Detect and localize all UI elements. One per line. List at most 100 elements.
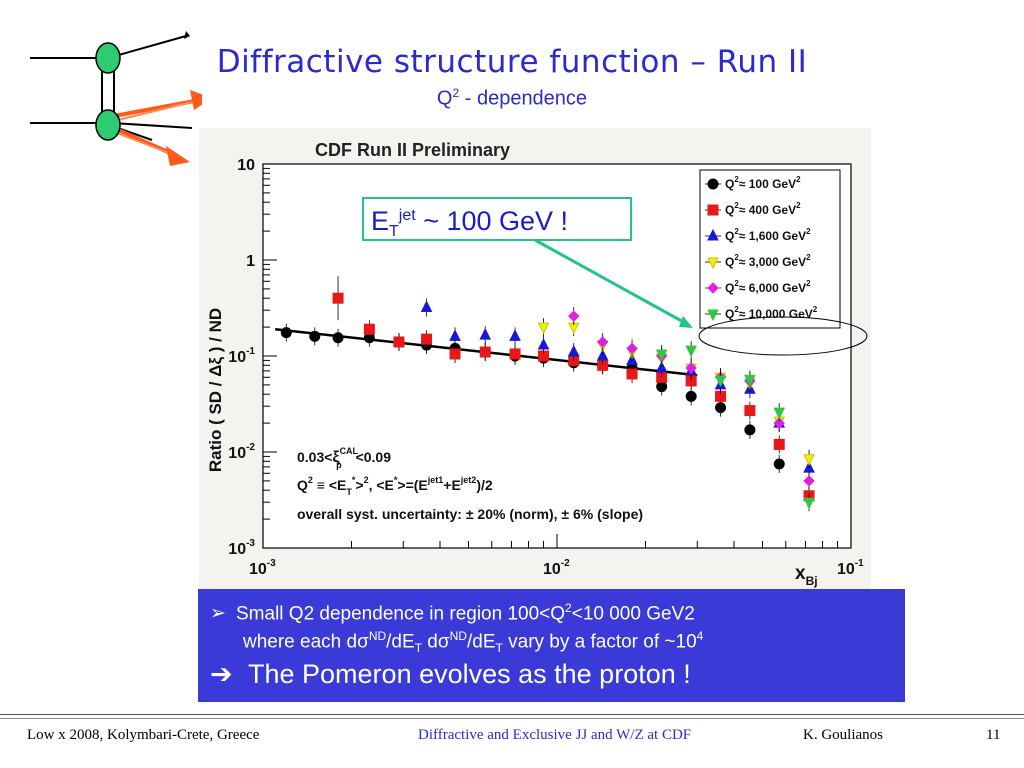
legend-marker: [707, 309, 719, 322]
footer-divider-thin: [0, 718, 1024, 719]
footer-page-number: 11: [986, 727, 1001, 743]
legend-marker: [707, 178, 719, 190]
data-point: [596, 336, 609, 348]
footer-divider: [0, 714, 1024, 715]
diagram-jet-arrow-upper: [190, 90, 202, 110]
legend-label: Q2≈ 400 GeV2: [725, 201, 801, 217]
xi-hi: <0.09: [356, 449, 392, 465]
q2-e: *: [352, 475, 356, 485]
legend-label: Q2≈ 10,000 GeV2: [725, 305, 818, 321]
diagram-jet-line-upper-b: [113, 99, 201, 122]
l2-a: where each d: [243, 631, 358, 653]
diagram-jet-line-lower-b: [113, 131, 178, 157]
data-point: [332, 292, 344, 304]
data-point: [479, 346, 491, 358]
data-point: [363, 323, 375, 335]
diagram-node-top: [95, 42, 121, 74]
et-callout-rest: ~ 100 GeV !: [416, 206, 568, 236]
summary-line-1: ➢ Small Q2 dependence in region 100<Q2<10…: [210, 601, 695, 625]
q2-m: jet2: [460, 475, 477, 485]
data-point: [744, 405, 756, 417]
data-point: [803, 475, 815, 487]
y-axis-label: Ratio ( SD / Δξ ) / ND: [206, 308, 225, 472]
data-point: [773, 438, 785, 450]
data-point: [744, 374, 756, 387]
summary-line-1-text: Small Q2 dependence in region 100<Q: [236, 603, 566, 625]
legend-marker: [707, 228, 719, 241]
y-tick-label: 10-2: [228, 442, 255, 462]
legend-entry: Q2≈ 6,000 GeV2: [705, 279, 811, 295]
x-tick-label: 10-2: [543, 558, 570, 578]
xi-sym: ξ: [332, 449, 340, 466]
data-point: [803, 454, 815, 466]
data-point: [420, 300, 433, 313]
et-callout-pointer: [534, 238, 688, 326]
data-point: [449, 329, 461, 341]
q2-b: 2: [308, 475, 313, 485]
et-callout-sup: jet: [398, 207, 416, 224]
l2-b: /dE: [386, 631, 415, 653]
legend-label: Q2≈ 1,600 GeV2: [725, 227, 811, 243]
diagram-arrowhead-top: [184, 31, 190, 39]
data-point: [449, 348, 461, 360]
q2-g: 2: [364, 475, 369, 485]
y-tick-label: 10-1: [228, 346, 255, 366]
xi-sup: CAL: [340, 446, 359, 456]
q2-f: >: [355, 477, 363, 493]
highlight-ellipse: [698, 316, 868, 356]
data-point: [479, 328, 492, 340]
arrow-right-icon: ➔: [210, 659, 233, 689]
xi-sub: p: [336, 460, 342, 470]
legend-label: Q2≈ 3,000 GeV2: [725, 253, 811, 269]
diagram-jet-arrow-lower: [166, 146, 190, 166]
data-point: [332, 332, 344, 344]
q2-k: jet1: [427, 475, 444, 485]
footer-conference: Low x 2008, Kolymbari-Crete, Greece: [27, 727, 260, 743]
data-point: [685, 362, 697, 374]
data-point: [773, 417, 785, 429]
et-callout-arrowhead: [679, 316, 693, 328]
data-point: [393, 336, 405, 348]
q2-h: , <E: [369, 477, 394, 493]
data-point: [537, 337, 550, 350]
data-point: [773, 458, 785, 470]
diagram-node-bottom: [95, 109, 121, 141]
data-point: [803, 497, 815, 510]
l2-sigma1: σ: [357, 631, 369, 653]
y-tick-label: 10-3: [228, 538, 255, 558]
q2-n: )/2: [476, 477, 493, 493]
q2-a: Q: [297, 477, 308, 493]
xi-lo: 0.03<: [297, 449, 332, 465]
y-tick-label: 1: [246, 253, 255, 270]
legend-label: Q2≈ 6,000 GeV2: [725, 279, 811, 295]
y-tick-label: 10: [237, 157, 255, 174]
q2-c: ≡ <E: [313, 477, 346, 493]
x-axis-label-main: x: [795, 563, 806, 584]
data-point: [626, 368, 638, 380]
data-point: [596, 348, 609, 361]
data-points: [280, 276, 815, 512]
legend-entry: Q2≈ 3,000 GeV2: [705, 253, 811, 270]
subtitle-q: Q: [436, 87, 453, 110]
l2-sup1: ND: [368, 629, 387, 643]
q2-i: *: [394, 475, 398, 485]
l2-sup2: ND: [449, 629, 467, 643]
x-axis-label: xBj: [795, 563, 818, 588]
et-callout-text: ETjet ~ 100 GeV !: [371, 206, 568, 240]
q2-j: >=(E: [397, 477, 427, 493]
x-tick-label: 10-1: [837, 558, 864, 578]
data-point: [655, 349, 668, 362]
subtitle-sup: 2: [452, 86, 460, 100]
data-point: [685, 345, 697, 358]
data-point: [509, 329, 521, 341]
legend-entry: Q2≈ 100 GeV2: [705, 175, 801, 191]
l2-sigma2: σ: [437, 631, 450, 653]
legend-entry: Q2≈ 1,600 GeV2: [705, 227, 811, 243]
data-point: [685, 390, 697, 402]
data-point: [280, 327, 292, 339]
l2-e: vary by a factor of ~10: [502, 631, 697, 653]
data-point: [744, 424, 756, 436]
l2-c: d: [422, 631, 438, 653]
xi-range-annotation: 0.03<ξCAL p <0.09: [297, 446, 391, 470]
summary-line-1-sup: 2: [565, 601, 572, 615]
